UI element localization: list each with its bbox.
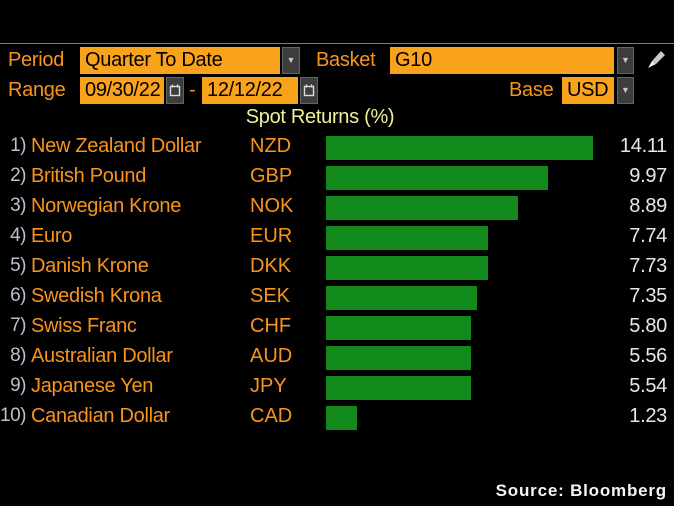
currency-name: Norwegian Krone — [31, 195, 182, 217]
currency-code: NOK — [250, 195, 294, 217]
currency-code: DKK — [250, 255, 292, 277]
value-label: 5.54 — [629, 375, 667, 397]
value-label: 7.35 — [629, 285, 667, 307]
range-label: Range — [8, 79, 66, 101]
edit-pencil-icon[interactable] — [642, 44, 668, 77]
currency-name: Swiss Franc — [31, 315, 137, 337]
basket-dropdown-button[interactable]: ▼ — [617, 47, 634, 74]
value-bar — [326, 256, 488, 280]
currency-code: JPY — [250, 375, 287, 397]
source-attribution: Source: Bloomberg — [495, 481, 667, 500]
chevron-down-icon: ▼ — [286, 55, 296, 65]
currency-name: Japanese Yen — [31, 375, 154, 397]
currency-code: SEK — [250, 285, 291, 307]
currency-name: Danish Krone — [31, 255, 149, 277]
value-bar — [326, 226, 488, 250]
chart-row-jpy: 9) Japanese Yen JPY 5.54 — [0, 371, 674, 401]
row-rank: 4) — [10, 225, 26, 246]
period-label: Period — [8, 49, 65, 71]
base-select[interactable]: USD — [562, 77, 614, 104]
range-start-input[interactable]: 09/30/22 — [80, 77, 164, 104]
value-label: 14.11 — [619, 135, 667, 157]
basket-select[interactable]: G10 — [390, 47, 614, 74]
base-dropdown-button[interactable]: ▼ — [617, 77, 634, 104]
value-label: 8.89 — [629, 195, 667, 217]
chart-row-nzd: 1) New Zealand Dollar NZD 14.11 — [0, 131, 674, 161]
calendar-icon[interactable] — [300, 77, 318, 104]
chevron-down-icon: ▼ — [621, 55, 630, 65]
value-label: 5.56 — [629, 345, 667, 367]
chart-row-chf: 7) Swiss Franc CHF 5.80 — [0, 311, 674, 341]
value-bar — [326, 166, 548, 190]
value-bar — [326, 136, 593, 160]
row-rank: 8) — [10, 345, 26, 366]
value-label: 1.23 — [629, 405, 667, 427]
period-select[interactable]: Quarter To Date — [80, 47, 280, 74]
chart-row-gbp: 2) British Pound GBP 9.97 — [0, 161, 674, 191]
currency-name: Swedish Krona — [31, 285, 162, 307]
range-end-input[interactable]: 12/12/22 — [202, 77, 298, 104]
chevron-down-icon: ▼ — [621, 85, 630, 95]
base-label: Base — [509, 79, 554, 101]
currency-code: GBP — [250, 165, 293, 187]
range-separator: - — [189, 79, 196, 101]
chart-title: Spot Returns (%) — [245, 106, 395, 128]
row-rank: 7) — [10, 315, 26, 336]
row-rank: 9) — [10, 375, 26, 396]
value-bar — [326, 286, 477, 310]
row-rank: 3) — [10, 195, 26, 216]
row-rank: 10) — [0, 405, 26, 426]
chart-row-aud: 8) Australian Dollar AUD 5.56 — [0, 341, 674, 371]
chart-row-cad: 10) Canadian Dollar CAD 1.23 — [0, 401, 674, 431]
value-bar — [326, 196, 518, 220]
chart-row-nok: 3) Norwegian Krone NOK 8.89 — [0, 191, 674, 221]
currency-name: Australian Dollar — [31, 345, 173, 367]
currency-name: Canadian Dollar — [31, 405, 170, 427]
control-panel: Period Quarter To Date ▼ Basket G10 ▼ Ra… — [0, 43, 674, 106]
currency-code: NZD — [250, 135, 292, 157]
value-label: 9.97 — [629, 165, 667, 187]
chart-row-eur: 4) Euro EUR 7.74 — [0, 221, 674, 251]
value-bar — [326, 376, 471, 400]
currency-name: Euro — [31, 225, 73, 247]
value-label: 7.73 — [629, 255, 667, 277]
value-bar — [326, 346, 471, 370]
value-bar — [326, 316, 471, 340]
currency-code: CHF — [250, 315, 292, 337]
value-label: 7.74 — [629, 225, 667, 247]
row-rank: 6) — [10, 285, 26, 306]
row-rank: 1) — [10, 135, 26, 156]
chart-row-dkk: 5) Danish Krone DKK 7.73 — [0, 251, 674, 281]
calendar-icon[interactable] — [166, 77, 184, 104]
currency-code: AUD — [250, 345, 293, 367]
currency-code: EUR — [250, 225, 293, 247]
row-rank: 2) — [10, 165, 26, 186]
row-rank: 5) — [10, 255, 26, 276]
currency-code: CAD — [250, 405, 293, 427]
chart-row-sek: 6) Swedish Krona SEK 7.35 — [0, 281, 674, 311]
period-dropdown-button[interactable]: ▼ — [282, 47, 300, 74]
currency-name: New Zealand Dollar — [31, 135, 202, 157]
value-bar — [326, 406, 357, 430]
basket-label: Basket — [316, 49, 376, 71]
currency-name: British Pound — [31, 165, 147, 187]
value-label: 5.80 — [629, 315, 667, 337]
